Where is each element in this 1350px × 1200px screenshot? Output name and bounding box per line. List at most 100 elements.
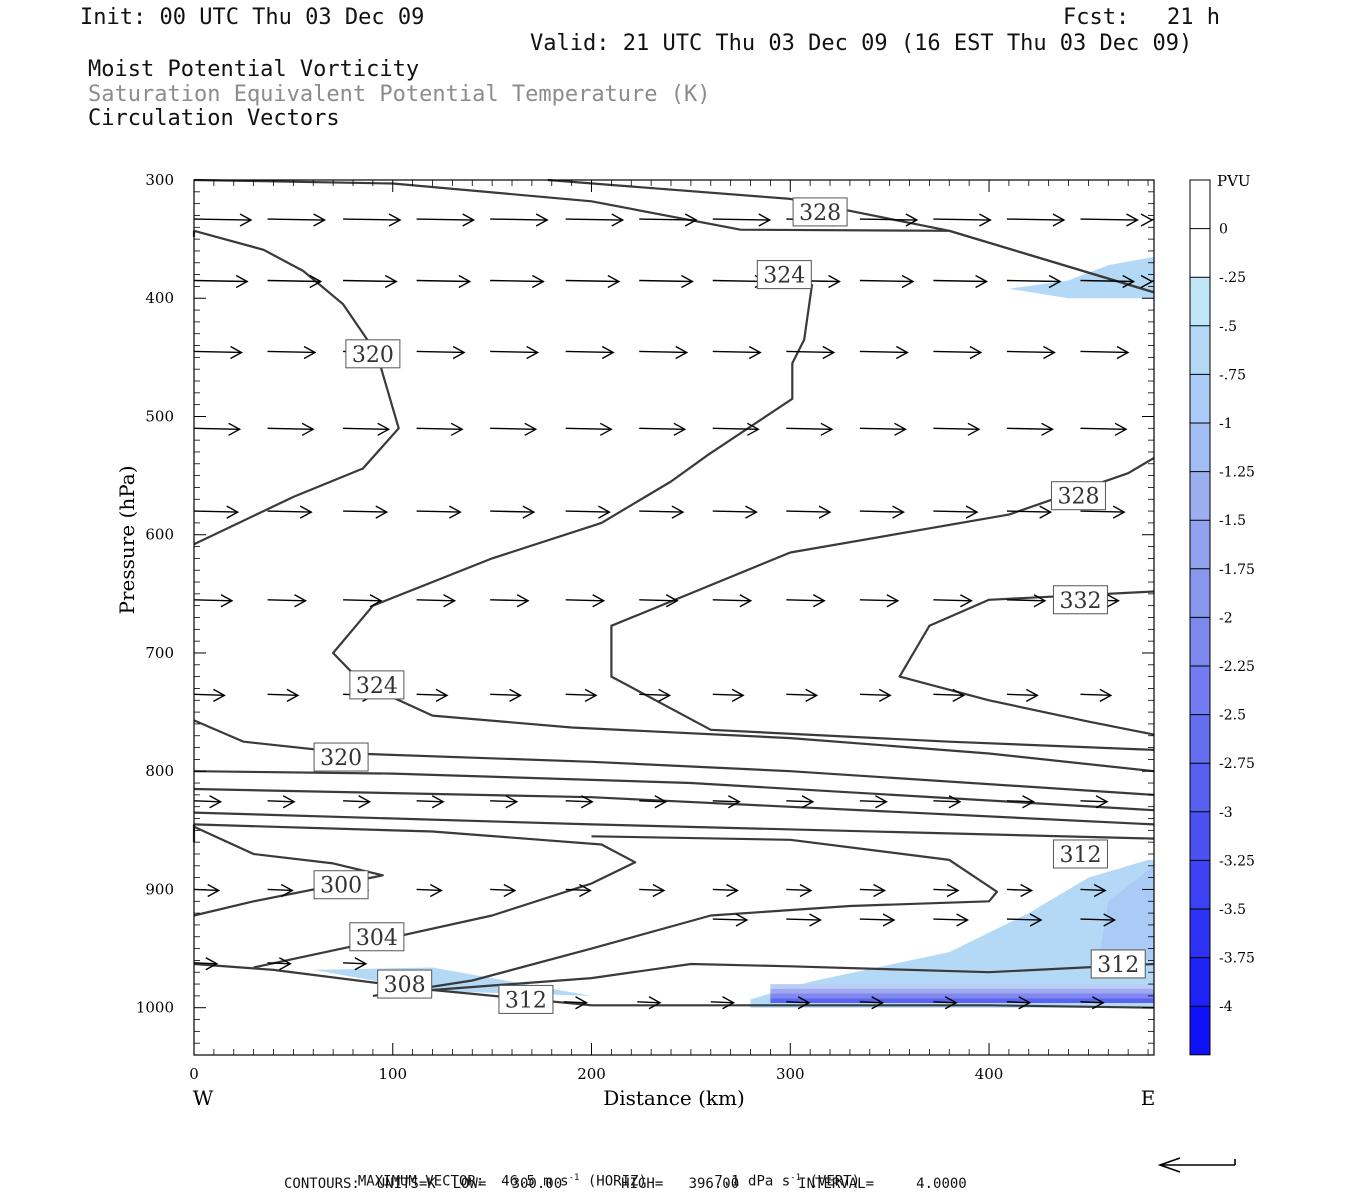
vector-head [503, 883, 517, 898]
circulation-vector [490, 274, 545, 289]
colorbar-label: -1.25 [1219, 465, 1255, 481]
circulation-vector [712, 213, 772, 227]
contour-line-332 [898, 590, 1155, 736]
circulation-vector [343, 274, 398, 289]
valid-time: Valid: 21 UTC Thu 03 Dec 09 (16 EST Thu … [530, 31, 1193, 56]
contour-label-box [1052, 839, 1108, 869]
colorbar-swatch [1190, 617, 1210, 666]
vector-head [665, 594, 679, 608]
x-axis-title: Distance (km) [603, 1086, 745, 1110]
west-label: W [193, 1086, 214, 1110]
vector-head [892, 505, 906, 519]
circulation-vector [712, 795, 741, 809]
vector-head [818, 505, 832, 519]
contour-line-304 [193, 823, 637, 969]
contour-label: 332 [1052, 585, 1108, 615]
colorbar-swatch [1190, 228, 1210, 278]
circulation-vector [859, 505, 906, 519]
circulation-vector [639, 883, 666, 898]
circulation-vector [565, 505, 611, 519]
circulation-vector [786, 505, 832, 519]
vector-head [1099, 688, 1113, 702]
vector-shaft [786, 918, 821, 921]
vector-head [875, 795, 888, 809]
circulation-vector [565, 422, 613, 436]
vector-shaft [416, 800, 444, 803]
contour-line-312 [432, 962, 1155, 992]
vector-shaft [1080, 888, 1106, 892]
vector-head [294, 594, 308, 608]
circulation-vector [416, 795, 445, 809]
vector-head [239, 213, 253, 227]
vector-head [812, 594, 826, 608]
vector-head [1022, 795, 1035, 809]
circulation-vector [193, 957, 219, 971]
vector-shaft [267, 800, 295, 803]
vector-shaft [859, 427, 906, 431]
contour-label-text: 300 [320, 874, 362, 899]
circulation-vector [786, 883, 813, 898]
contour-label: 320 [345, 339, 401, 369]
circulation-vector [193, 422, 242, 436]
vector-shaft [786, 427, 832, 431]
vector-shaft [933, 279, 987, 283]
vector-head [524, 422, 538, 436]
contour-label: 312 [1090, 949, 1146, 979]
contour-label-text: 304 [356, 926, 398, 951]
circulation-vector [490, 688, 523, 702]
circulation-vector [490, 505, 536, 519]
circulation-vector [267, 422, 315, 436]
circulation-vector [786, 345, 836, 360]
vector-shaft [1006, 599, 1045, 602]
vector-head [443, 594, 457, 608]
vector-shaft [490, 888, 515, 892]
colorbar-swatch [1190, 180, 1210, 229]
pv-colorbar: 0 -.25 -.5 -.75 -1 -1.25 -1.5 -1.75 -2 -2.25 -2.5 -… [1189, 179, 1255, 1056]
vert-unit: (VERT) [809, 1173, 861, 1190]
vector-head [739, 594, 753, 608]
colorbar-swatch [1190, 860, 1210, 909]
circulation-vector [859, 883, 887, 898]
circulation-vector [639, 505, 685, 519]
vector-shaft [490, 800, 517, 803]
circulation-vector [786, 422, 834, 436]
vector-head [448, 505, 462, 519]
circulation-vector [193, 594, 234, 608]
circulation-vector [933, 213, 992, 227]
colorbar-swatch [1190, 568, 1210, 618]
circulation-vector [637, 996, 662, 1010]
vector-head [658, 688, 672, 702]
vector-shaft [343, 279, 397, 283]
vector-head [230, 345, 243, 360]
y-tick-label: 300 [145, 171, 174, 189]
vector-head [369, 594, 383, 608]
contour-label-text: 308 [384, 973, 426, 998]
circulation-vector [267, 213, 327, 227]
colorbar-label: -3.75 [1219, 951, 1255, 967]
contour-label: 312 [1052, 839, 1108, 869]
vector-head [429, 883, 443, 898]
vector-shaft [343, 510, 387, 513]
vector-head [1126, 213, 1139, 227]
circulation-vector [712, 913, 749, 927]
circulation-vector [1006, 795, 1035, 809]
colorbar-label: -2 [1219, 610, 1233, 626]
vector-head [226, 505, 240, 519]
vector-shaft [343, 599, 382, 602]
vector-head [944, 996, 958, 1010]
vector-shaft [639, 427, 685, 431]
circulation-vector [1080, 213, 1139, 227]
vector-shaft [565, 800, 593, 803]
circulation-vector [1080, 795, 1109, 809]
y-tick-label: 1000 [136, 999, 174, 1017]
pv-shade-region [1098, 865, 1154, 961]
circulation-vector [933, 422, 981, 436]
circulation-vector [416, 688, 449, 702]
vector-shaft [859, 510, 904, 513]
contour-line-300 [193, 825, 384, 917]
vector-shaft [343, 218, 401, 221]
vector-head [301, 422, 315, 436]
vector-head [809, 913, 822, 927]
vector-shaft [639, 693, 670, 697]
